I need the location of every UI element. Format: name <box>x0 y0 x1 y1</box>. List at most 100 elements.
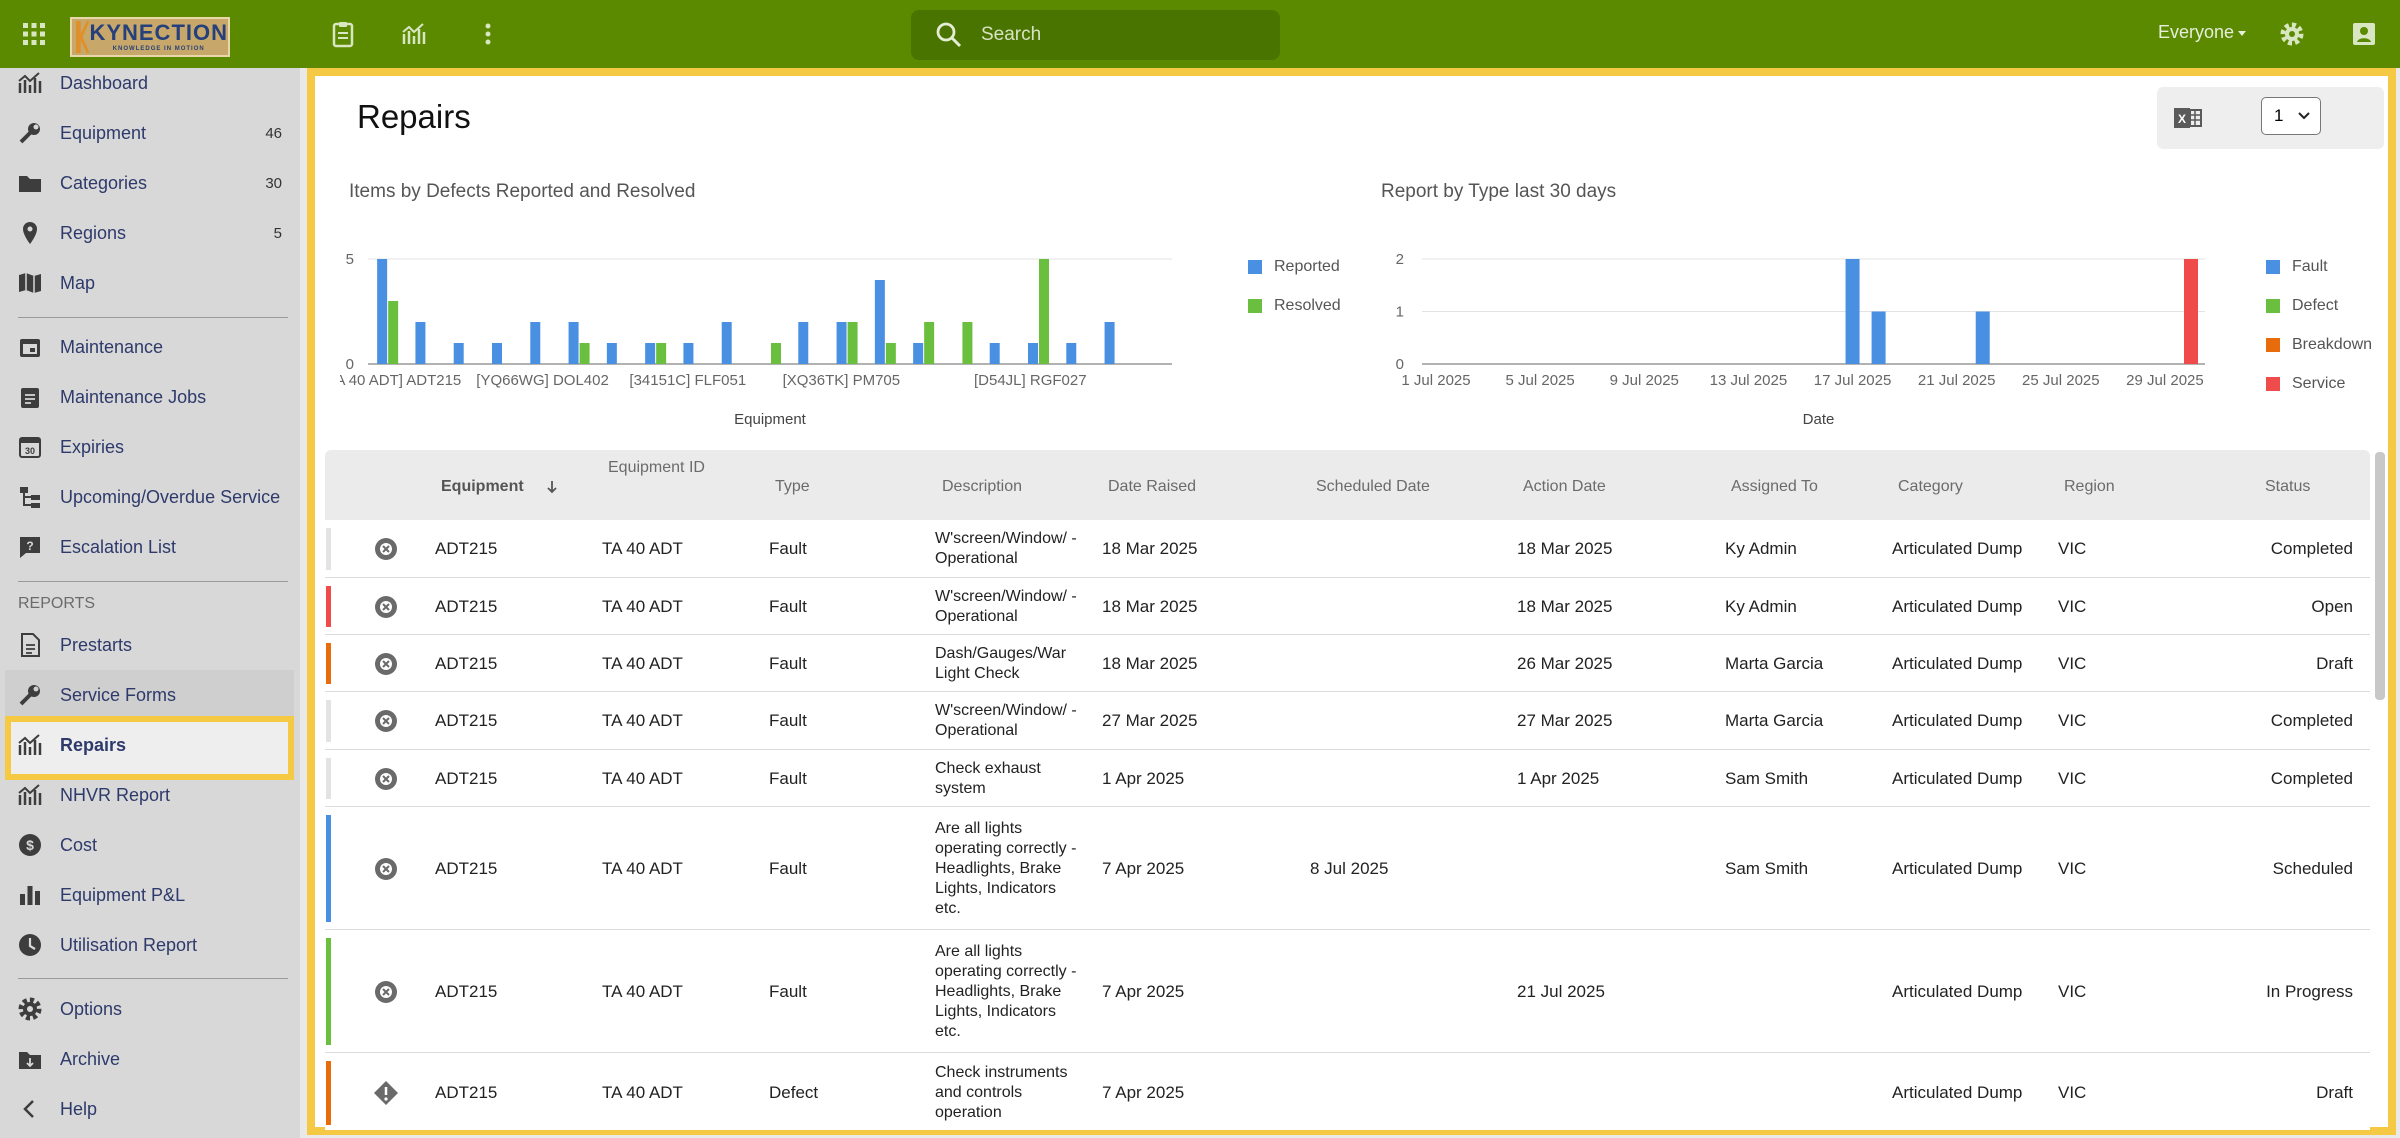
cancel-circle-icon[interactable] <box>373 536 399 562</box>
gear-icon[interactable] <box>2278 20 2306 48</box>
analytics-icon[interactable] <box>400 20 428 48</box>
sidebar-item-nhvr-report[interactable]: NHVR Report <box>0 772 300 818</box>
table-row[interactable]: ADT215 TA 40 ADT Fault 7 Apr 2025 8 Jul 2025… <box>325 807 2370 930</box>
col-status[interactable]: Status <box>2265 478 2311 495</box>
cell-action-date: 18 Mar 2025 <box>1517 596 1613 616</box>
col-action-date[interactable]: Action Date <box>1523 478 1606 495</box>
bar-service <box>2184 259 2198 364</box>
cell-assigned-to: Marta Garcia <box>1725 711 1824 730</box>
sidebar-item-service-forms[interactable]: Service Forms <box>0 672 300 718</box>
sidebar-item-regions[interactable]: Regions 5 <box>0 210 300 256</box>
y-tick-label: 2 <box>1396 251 1404 268</box>
sidebar-item-dashboard[interactable]: Dashboard <box>0 60 300 106</box>
sidebar-item-label: Expiries <box>60 436 125 457</box>
legend-breakdown[interactable]: Breakdown <box>2266 336 2372 354</box>
clipboard-icon[interactable] <box>329 20 357 48</box>
sidebar-item-equipment-pl[interactable]: Equipment P&L <box>0 872 300 918</box>
sidebar-item-maintenance-jobs[interactable]: Maintenance Jobs <box>0 374 300 420</box>
sidebar-item-maintenance[interactable]: Maintenance <box>0 324 300 370</box>
status-indicator-bar <box>326 643 331 684</box>
sidebar-item-upcoming-overdue-service[interactable]: Upcoming/Overdue Service <box>0 474 300 520</box>
legend-fault[interactable]: Fault <box>2266 258 2328 276</box>
cancel-circle-icon[interactable] <box>373 651 399 677</box>
cell-date-raised: 18 Mar 2025 <box>1102 596 1198 616</box>
table-row[interactable]: ADT215 TA 40 ADT Fault 18 Mar 2025 18 Mar 20… <box>325 520 2370 578</box>
col-region[interactable]: Region <box>2064 478 2115 495</box>
legend-service[interactable]: Service <box>2266 375 2345 393</box>
bar-resolved <box>924 322 935 364</box>
clipboard-icon <box>21 388 39 408</box>
col-date-raised[interactable]: Date Raised <box>1108 478 1197 495</box>
sidebar-item-escalation-list[interactable]: ? Escalation List <box>0 524 300 570</box>
cell-equipment-id: TA 40 ADT <box>602 653 683 673</box>
cell-description: Dash/Gauges/War Light Check <box>935 644 1067 682</box>
cancel-circle-icon[interactable] <box>373 856 399 882</box>
chart-title: Items by Defects Reported and Resolved <box>349 181 696 202</box>
table-row[interactable]: ADT215 TA 40 ADT Fault 1 Apr 2025 1 Apr 2025… <box>325 750 2370 807</box>
col-equipment-id[interactable]: Equipment ID <box>608 459 705 476</box>
cancel-circle-icon[interactable] <box>373 594 399 620</box>
account-icon[interactable] <box>2350 20 2378 48</box>
sidebar-item-prestarts[interactable]: Prestarts <box>0 622 300 668</box>
bar-reported <box>989 343 1000 364</box>
sidebar-item-map[interactable]: Map <box>0 260 300 306</box>
cell-type: Fault <box>769 539 807 558</box>
x-tick-label: [D54JL] RGF027 <box>974 372 1087 389</box>
table-row[interactable]: ADT215 TA 40 ADT Defect 7 Apr 2025 Articulat… <box>325 1053 2370 1130</box>
apps-grid-icon[interactable] <box>20 20 48 48</box>
legend-resolved[interactable]: Resolved <box>1248 297 1341 315</box>
legend-defect[interactable]: Defect <box>2266 297 2338 315</box>
sidebar-item-help[interactable]: Help <box>0 1086 300 1132</box>
x-tick-label: [34151C] FLF051 <box>629 372 746 389</box>
page-select[interactable]: 1 <box>2261 97 2321 135</box>
more-vert-icon[interactable] <box>474 20 502 48</box>
col-assigned-to[interactable]: Assigned To <box>1731 478 1818 495</box>
sidebar: Dashboard Equipment 46 Categories 30 Reg… <box>0 68 300 1138</box>
excel-export-icon[interactable]: X <box>2173 105 2203 131</box>
sidebar-item-archive[interactable]: Archive <box>0 1036 300 1082</box>
cell-description: W'screen/Window/ -Operational <box>935 587 1077 625</box>
sidebar-item-options[interactable]: Options <box>0 986 300 1032</box>
col-equipment[interactable]: Equipment <box>441 478 524 495</box>
sidebar-item-repairs[interactable]: Repairs <box>0 722 300 768</box>
col-description[interactable]: Description <box>942 478 1023 495</box>
col-category[interactable]: Category <box>1898 478 1963 495</box>
cell-status: Completed <box>2270 539 2353 558</box>
status-indicator-bar <box>326 815 331 922</box>
sidebar-item-utilisation-report[interactable]: Utilisation Report <box>0 922 300 968</box>
calendar-icon <box>20 339 40 357</box>
cell-status: In Progress <box>2266 981 2353 1001</box>
cancel-circle-icon[interactable] <box>373 979 399 1005</box>
x-tick-label: 13 Jul 2025 <box>1710 372 1788 389</box>
sidebar-item-equipment[interactable]: Equipment 46 <box>0 110 300 156</box>
cell-action-date: 27 Mar 2025 <box>1517 711 1613 730</box>
sidebar-item-label: Options <box>60 998 123 1019</box>
bar-resolved <box>579 343 590 364</box>
table-row[interactable]: ADT215 TA 40 ADT Fault 27 Mar 2025 27 Mar 20… <box>325 692 2370 750</box>
x-axis-title: Equipment <box>734 411 807 428</box>
cancel-circle-icon[interactable] <box>373 708 399 734</box>
bar-reported <box>1028 343 1038 364</box>
table-row[interactable]: ADT215 TA 40 ADT Fault 18 Mar 2025 18 Mar 20… <box>325 578 2370 635</box>
col-scheduled-date[interactable]: Scheduled Date <box>1316 478 1430 495</box>
cell-status: Completed <box>2270 768 2353 788</box>
table-scrollbar[interactable] <box>2375 452 2385 700</box>
table-row[interactable]: ADT215 TA 40 ADT Fault 18 Mar 2025 26 Mar 20… <box>325 635 2370 692</box>
audience-dropdown[interactable]: Everyone <box>2158 22 2247 43</box>
legend-reported[interactable]: Reported <box>1248 258 1340 276</box>
warning-icon[interactable] <box>373 1080 399 1106</box>
cell-date-raised: 7 Apr 2025 <box>1102 981 1185 1001</box>
bar-reported <box>874 280 885 364</box>
search-box[interactable] <box>911 10 1280 60</box>
col-type[interactable]: Type <box>775 478 810 495</box>
sidebar-item-expiries[interactable]: 30 Expiries <box>0 424 300 470</box>
sidebar-item-categories[interactable]: Categories 30 <box>0 160 300 206</box>
sort-arrow-icon[interactable] <box>547 480 557 494</box>
cancel-circle-icon[interactable] <box>373 766 399 792</box>
search-input[interactable] <box>981 24 1261 46</box>
kynection-logo[interactable]: KYNECTION KNOWLEDGE IN MOTION <box>70 17 230 57</box>
table-row[interactable]: ADT215 TA 40 ADT Fault 7 Apr 2025 21 Jul 202… <box>325 930 2370 1053</box>
sidebar-item-cost[interactable]: $ Cost <box>0 822 300 868</box>
cell-region: VIC <box>2058 596 2087 616</box>
